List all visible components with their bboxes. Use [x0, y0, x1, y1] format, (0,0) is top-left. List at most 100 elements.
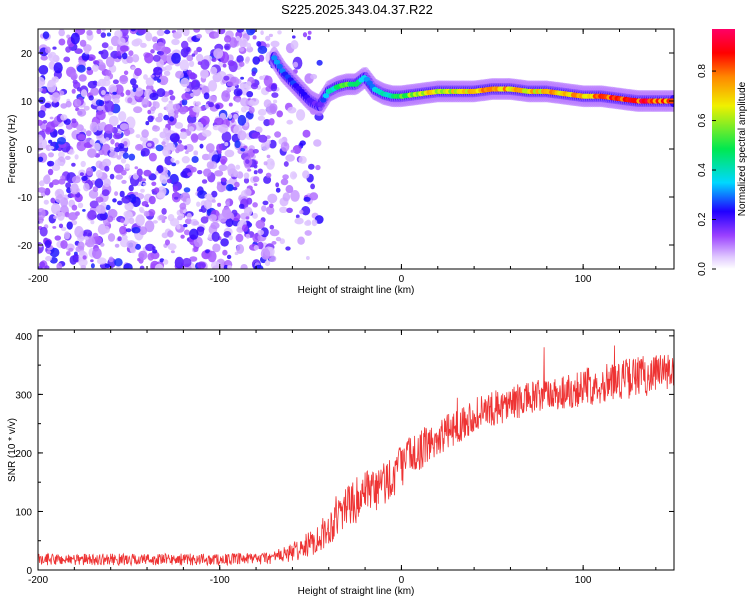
- spectrogram-noise-blob: [85, 130, 92, 137]
- spectrogram-noise-blob: [237, 114, 247, 126]
- spectrogram-noise-blob: [164, 65, 173, 71]
- spectrogram-noise-blob: [282, 192, 291, 202]
- spectrogram-noise-blob: [311, 219, 318, 227]
- spectrogram-noise-blob: [269, 103, 278, 113]
- spectrogram-noise-blob: [196, 33, 203, 39]
- spectrogram-noise-blob: [156, 29, 165, 36]
- snr-marks: [38, 345, 674, 567]
- spectrogram-noise-blob: [196, 46, 203, 53]
- spectrogram-noise-blob: [135, 243, 141, 250]
- spectrogram-noise-blob: [96, 257, 107, 265]
- spectrogram-noise-blob: [121, 179, 127, 184]
- spectrogram-noise-blob: [117, 37, 126, 46]
- spectrogram-noise-blob: [94, 178, 104, 189]
- spectrogram-noise-blob: [66, 221, 73, 230]
- y-tick-label: 0: [26, 145, 32, 156]
- spectrogram-noise-blob: [158, 75, 169, 86]
- spectrogram-noise-blob: [189, 228, 199, 240]
- spectrogram-noise-blob: [118, 111, 127, 122]
- spectrogram-noise-blob: [223, 209, 232, 220]
- spectrogram-noise-blob: [199, 69, 209, 79]
- spectrogram-noise-blob: [127, 97, 133, 104]
- snr-frame: [37, 329, 675, 571]
- spectrogram-noise-blob: [257, 45, 268, 55]
- spectrogram-noise-blob: [130, 29, 136, 32]
- spectrogram-noise-blob: [228, 113, 233, 119]
- spectrogram-noise-blob: [139, 265, 145, 269]
- spectrogram-noise-blob: [38, 187, 46, 193]
- spectrogram-noise-blob: [122, 152, 129, 160]
- spectrogram-noise-blob: [105, 204, 111, 211]
- spectrogram-noise-blob: [208, 102, 215, 108]
- spectrogram-noise-blob: [39, 219, 44, 224]
- spectrogram-noise-blob: [213, 48, 224, 59]
- spectrogram-noise-blob: [170, 250, 175, 254]
- spectrogram-noise-blob: [95, 169, 103, 179]
- spectrogram-noise-blob: [38, 87, 44, 92]
- spectrogram-noise-blob: [269, 203, 274, 209]
- spectrogram-noise-blob: [115, 174, 123, 180]
- spectrogram-noise-blob: [55, 195, 64, 203]
- spectrogram-noise-blob: [39, 261, 46, 268]
- spectrogram-noise-blob: [213, 31, 220, 39]
- spectrogram-noise-blob: [290, 149, 295, 153]
- spectrogram-noise-blob: [101, 189, 110, 197]
- colorbar-ticks: 0.0 0.2 0.4 0.6 0.8: [697, 64, 716, 276]
- spectrogram-noise-blob: [108, 256, 114, 263]
- spectrogram-noise-blob: [68, 212, 78, 221]
- spectrogram-noise-blob: [81, 175, 88, 182]
- spectrogram-noise-blob: [74, 48, 83, 54]
- spectrogram-noise-blob: [99, 138, 107, 144]
- spectrogram-noise-blob: [184, 218, 193, 225]
- spectrogram-noise-blob: [140, 42, 147, 48]
- spectrogram-noise-blob: [169, 95, 176, 101]
- spectrogram-noise-blob: [64, 155, 71, 160]
- x-tick-label: 100: [575, 274, 592, 285]
- spectrogram-noise-blob: [141, 201, 149, 207]
- spectrogram-noise-blob: [82, 229, 93, 238]
- spectrogram-noise-blob: [89, 139, 95, 145]
- spectrogram-noise-blob: [132, 54, 140, 63]
- spectrogram-noise-blob: [275, 187, 281, 193]
- spectrogram-noise-blob: [290, 40, 299, 50]
- spectrogram-noise-blob: [180, 128, 187, 133]
- spectrogram-noise-blob: [89, 200, 99, 209]
- spectrogram-noise-blob: [155, 170, 159, 176]
- spectrogram-noise-blob: [157, 51, 164, 56]
- spectrogram-noise-blob: [177, 139, 182, 144]
- colorbar-tick-label: 0.0: [697, 262, 708, 276]
- spectrogram-noise-blob: [260, 248, 271, 260]
- spectrogram-noise-blob: [77, 202, 84, 209]
- spectrogram-noise-blob: [233, 170, 240, 178]
- spectrogram-noise-blob: [167, 243, 177, 251]
- spectrogram-noise-blob: [147, 115, 154, 123]
- spectrogram-noise-blob: [224, 43, 231, 51]
- spectrogram-ridge-point: [271, 55, 278, 61]
- spectrogram-noise-blob: [285, 154, 295, 162]
- spectrogram-noise-blob: [38, 242, 44, 254]
- spectrogram-noise-blob: [65, 46, 71, 53]
- spectrogram-noise-blob: [101, 42, 109, 49]
- spectrogram-noise-blob: [166, 178, 172, 184]
- spectrogram-noise-blob: [38, 96, 46, 104]
- spectrogram-noise-blob: [215, 104, 220, 110]
- spectrogram-noise-blob: [251, 132, 261, 139]
- spectrogram-noise-blob: [163, 114, 170, 121]
- spectrogram-x-axis: -200 -100 0 100: [28, 29, 657, 285]
- spectrogram-noise-blob: [71, 118, 77, 124]
- spectrogram-noise-blob: [77, 108, 87, 117]
- spectrogram-noise-blob: [46, 80, 57, 93]
- spectrogram-noise-blob: [148, 195, 156, 205]
- y-tick-label: -10: [18, 193, 33, 204]
- spectrogram-noise-blob: [227, 163, 236, 175]
- spectrogram-noise-blob: [76, 87, 82, 92]
- spectrogram-noise-blob: [208, 95, 217, 104]
- spectrogram-noise-blob: [292, 35, 296, 39]
- spectrogram-noise-blob: [71, 162, 76, 167]
- spectrogram-noise-blob: [222, 249, 228, 256]
- spectrogram-noise-blob: [225, 201, 230, 207]
- spectrogram-noise-blob: [117, 200, 123, 206]
- spectrogram-noise-blob: [87, 148, 97, 158]
- spectrogram-noise-blob: [287, 106, 297, 114]
- spectrogram-noise-blob: [83, 105, 90, 111]
